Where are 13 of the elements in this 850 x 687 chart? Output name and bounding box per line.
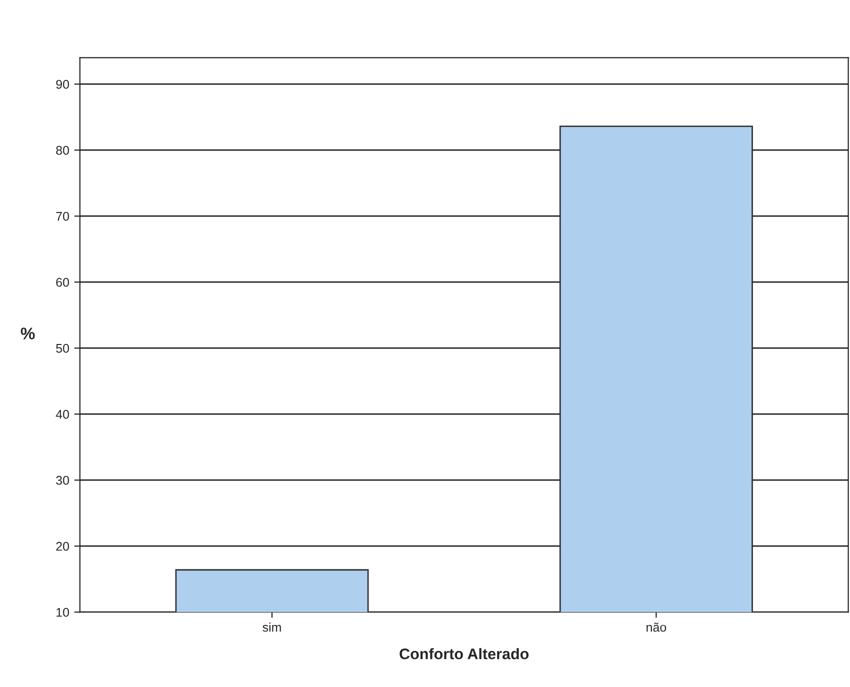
y-tick-label: 70	[56, 212, 69, 221]
y-tick-label: 20	[56, 542, 69, 551]
x-tick-label: sim	[262, 622, 281, 632]
y-tick-label: 10	[56, 608, 69, 617]
y-axis-title: %	[20, 328, 35, 340]
y-tick-label: 80	[56, 146, 69, 155]
y-tick-label: 40	[56, 410, 69, 419]
y-tick-label: 30	[56, 476, 69, 485]
y-tick-label: 60	[56, 278, 69, 287]
y-tick-label: 50	[56, 344, 69, 353]
x-tick-label: não	[646, 622, 666, 632]
x-axis-title: Conforto Alterado	[400, 648, 529, 660]
y-tick-label: 90	[56, 80, 69, 89]
